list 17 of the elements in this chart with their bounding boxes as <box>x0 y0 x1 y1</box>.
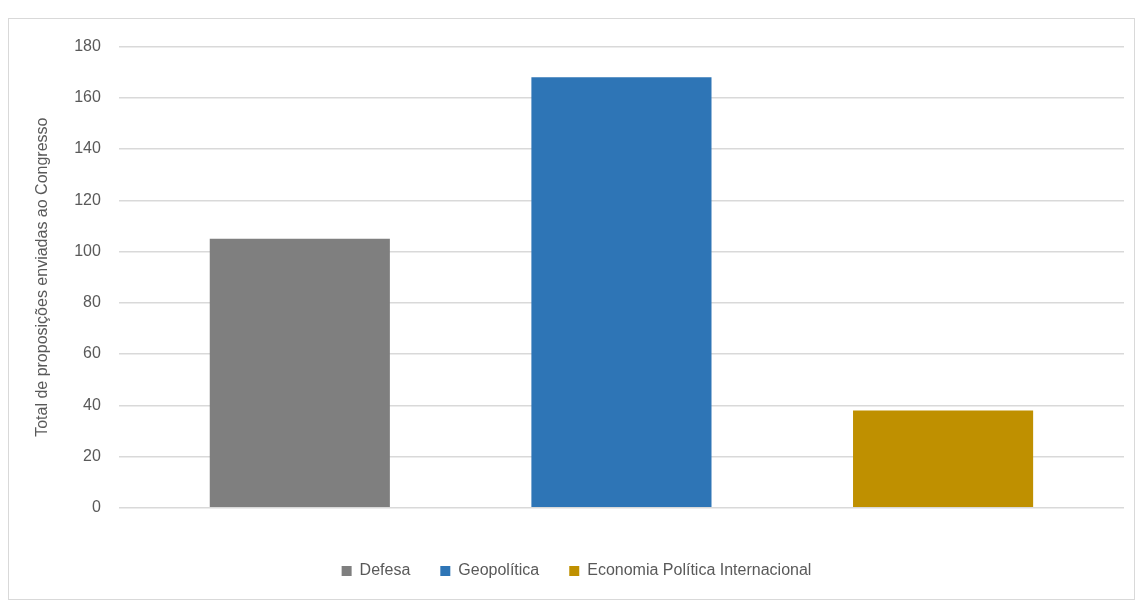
y-tick-label: 40 <box>83 395 101 413</box>
legend-label: Economia Política Internacional <box>587 561 812 579</box>
legend-label: Defesa <box>359 561 411 579</box>
bar <box>853 410 1034 508</box>
bar <box>531 77 712 508</box>
y-tick-label: 160 <box>74 88 101 106</box>
y-tick-label: 180 <box>74 37 101 55</box>
y-axis-title: Total de proposições enviadas ao Congresso <box>33 117 51 437</box>
y-tick-label: 80 <box>83 293 101 311</box>
y-tick-label: 120 <box>74 190 101 208</box>
y-tick-label: 100 <box>74 241 101 259</box>
legend-label: Geopolítica <box>458 561 540 579</box>
y-tick-label: 140 <box>74 139 101 157</box>
y-tick-label: 60 <box>83 344 101 362</box>
bar <box>209 238 390 508</box>
y-tick-label: 0 <box>91 498 101 516</box>
y-tick-label: 20 <box>83 446 101 464</box>
